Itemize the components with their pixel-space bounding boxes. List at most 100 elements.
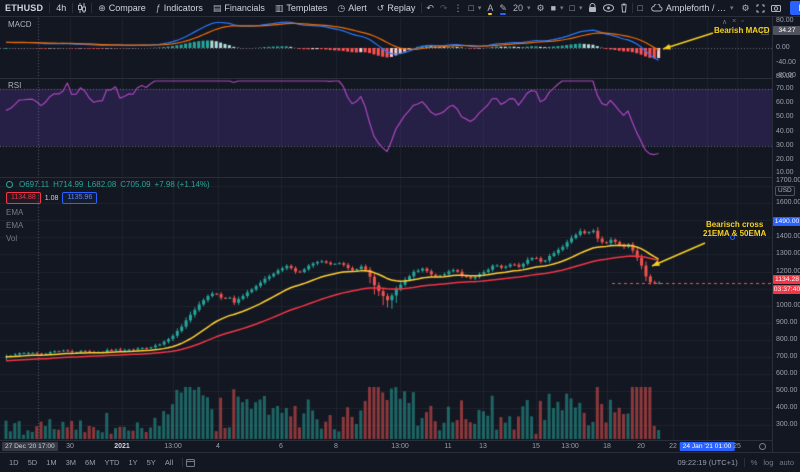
lock-button[interactable] <box>585 0 600 16</box>
templates-icon: ▥ <box>274 2 284 13</box>
price-axis-label: 1700.00 <box>776 177 800 184</box>
square-icon: □ <box>637 3 643 13</box>
ema-legend-row[interactable]: EMA <box>6 221 24 230</box>
volume-legend-row[interactable]: Vol <box>6 234 18 243</box>
clock[interactable]: 09:22:19 (UTC+1) <box>677 458 738 467</box>
publish-button[interactable]: Publish <box>789 1 800 15</box>
divider <box>49 3 51 13</box>
macd-pane-title[interactable]: MACD <box>8 20 32 29</box>
compare-icon: ⊕ <box>98 2 106 13</box>
stroke-color-button[interactable]: □ ▾ <box>567 0 586 16</box>
time-axis-label: 13:00 <box>561 443 579 450</box>
undo-button[interactable]: ↶ <box>423 0 437 16</box>
price-axis-label: 600.00 <box>776 370 798 377</box>
range-button-1d[interactable]: 1D <box>9 458 19 467</box>
bearish-macd-annotation[interactable]: Bearish MACD <box>714 26 770 35</box>
ema-legend-row[interactable]: EMA <box>6 208 24 217</box>
menu-icon: ⋮ <box>453 2 463 13</box>
range-button-all[interactable]: All <box>164 458 174 467</box>
auto-scale-button[interactable]: auto <box>779 458 794 467</box>
range-button-1m[interactable]: 1M <box>46 458 57 467</box>
macd-axis-label: 80.00 <box>776 17 794 24</box>
price-axis-label: 1300.00 <box>776 250 800 257</box>
last-price-label: 1134.28 <box>773 275 800 284</box>
price-axis[interactable]: 1700.00 USD 34.27 1490.00 1134.28 03:37:… <box>772 17 800 452</box>
collapse-pane-icon[interactable]: ∧ <box>722 19 728 26</box>
log-scale-button[interactable]: log <box>763 458 774 467</box>
chevron-down-icon: ▾ <box>526 5 531 12</box>
hide-button[interactable] <box>600 0 617 16</box>
financials-button[interactable]: ▤ Financials <box>208 0 270 16</box>
screenshot-button[interactable] <box>768 0 784 16</box>
calendar-icon <box>186 459 196 467</box>
symbol-button[interactable]: ETHUSD <box>0 0 48 16</box>
interval-button[interactable]: 4h <box>51 0 71 16</box>
macd-pane-controls: ∧ × ▫ <box>722 18 744 26</box>
time-axis-label: 18 <box>603 443 611 450</box>
redo-icon: ↷ <box>439 2 448 13</box>
replay-button[interactable]: ↺ Replay <box>372 0 421 16</box>
range-button-5d[interactable]: 5D <box>27 458 38 467</box>
rsi-axis-label: 10.00 <box>776 169 794 176</box>
bearish-cross-annotation[interactable]: Bearisch cross 21EMA & 50EMA <box>703 220 766 238</box>
fullscreen-button[interactable] <box>753 0 768 16</box>
time-axis-label: 13 <box>479 443 487 450</box>
sell-button[interactable]: 1134.88 <box>6 192 41 204</box>
divider <box>632 3 634 13</box>
chart-properties-button[interactable]: ⚙ <box>738 0 752 16</box>
drawings-menu-button[interactable]: ⋮ <box>450 0 465 16</box>
go-to-date-button[interactable] <box>183 457 198 469</box>
rsi-main-separator[interactable] <box>0 177 800 178</box>
open-value: O697.11 <box>19 180 50 189</box>
time-axis-label: 13:00 <box>164 443 182 450</box>
time-axis-label: 4 <box>216 443 220 450</box>
price-axis-label: 800.00 <box>776 336 798 343</box>
fullscreen-icon <box>756 4 765 12</box>
shape-style-button[interactable]: □ ▾ <box>465 0 484 16</box>
buy-button[interactable]: 1135.96 <box>62 192 98 204</box>
chevron-down-icon: ▾ <box>477 5 482 12</box>
macd-axis-label: -80.00 <box>776 72 796 79</box>
macd-axis-label: 0.00 <box>776 44 790 51</box>
range-button-ytd[interactable]: YTD <box>104 458 120 467</box>
chevron-down-icon: ▾ <box>578 5 583 12</box>
range-button-6m[interactable]: 6M <box>85 458 96 467</box>
indicators-button[interactable]: ƒ Indicators <box>151 0 208 16</box>
add-alert-plus-button[interactable]: + <box>761 27 769 35</box>
layout-menu-button[interactable]: Ampleforth / … ▾ <box>646 0 739 16</box>
financials-label: Financials <box>224 3 265 13</box>
close-pane-icon[interactable]: × <box>732 18 737 25</box>
change-value: +7.98 (+1.14%) <box>154 180 210 189</box>
rsi-axis-label: 80.00 <box>776 73 794 80</box>
line-color-button[interactable]: ✎ <box>496 0 510 16</box>
time-axis[interactable]: 27 Dec '20 17:00 24 Jan '21 01:00 30 2021… <box>0 440 772 452</box>
timezone-circle-icon[interactable] <box>759 443 766 450</box>
redo-button[interactable]: ↷ <box>437 0 451 16</box>
stroke-icon: □ <box>569 3 575 13</box>
replay-label: Replay <box>387 3 416 13</box>
macd-rsi-separator[interactable] <box>0 78 800 79</box>
save-indicator-template-button[interactable]: □ <box>634 0 645 16</box>
font-size-button[interactable]: 20 ▾ <box>510 0 534 16</box>
divider <box>72 3 74 13</box>
range-button-3m[interactable]: 3M <box>65 458 77 467</box>
alert-button[interactable]: ◷ Alert <box>332 0 371 16</box>
delete-button[interactable] <box>617 0 631 16</box>
drawing-settings-button[interactable]: ⚙ <box>534 0 548 16</box>
layout-name: Ampleforth / … <box>665 3 726 13</box>
currency-button[interactable]: USD <box>775 186 795 196</box>
percent-scale-button[interactable]: % <box>750 458 758 467</box>
maximize-pane-icon[interactable]: ▫ <box>741 18 744 25</box>
drawing-anchor-handle[interactable] <box>730 235 735 240</box>
compare-button[interactable]: ⊕ Compare <box>93 0 151 16</box>
range-button-1y[interactable]: 1Y <box>128 458 138 467</box>
templates-button[interactable]: ▥ Templates <box>270 0 333 16</box>
ohlc-row[interactable]: O697.11 H714.99 L682.08 C705.09 +7.98 (+… <box>6 180 210 189</box>
fill-color-button[interactable]: ■ ▾ <box>548 0 567 16</box>
range-button-5y[interactable]: 5Y <box>146 458 156 467</box>
chart-type-button[interactable] <box>74 0 90 16</box>
rsi-pane-title[interactable]: RSI <box>8 81 22 90</box>
font-size-value: 20 <box>512 3 523 13</box>
text-color-button[interactable]: A <box>484 0 496 16</box>
